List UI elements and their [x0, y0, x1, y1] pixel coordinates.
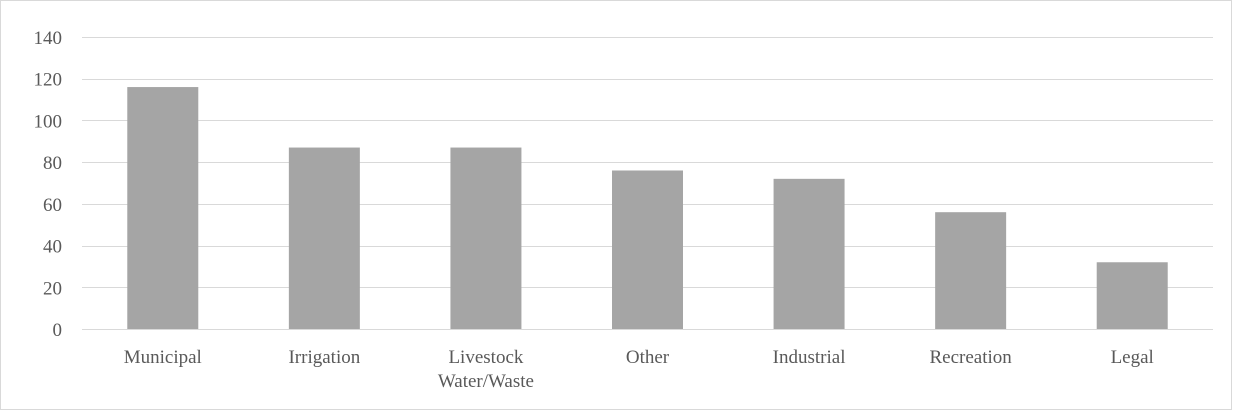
x-category-label: Recreation	[929, 347, 1012, 368]
bar-municipal	[127, 87, 199, 329]
bar-other	[612, 170, 683, 329]
y-tick-label: 20	[43, 278, 62, 299]
x-category-label: Other	[626, 347, 670, 368]
bar-livestock-water-waste	[450, 147, 522, 329]
y-tick-label: 80	[43, 153, 62, 174]
y-tick-label: 140	[34, 28, 63, 49]
bar-legal	[1096, 262, 1168, 329]
x-category-label: Municipal	[124, 347, 202, 368]
x-category-label: Legal	[1111, 347, 1154, 368]
y-tick-label: 40	[43, 237, 62, 258]
bar-irrigation	[288, 147, 360, 329]
x-category-label: Water/Waste	[438, 371, 534, 392]
y-tick-label: 100	[34, 111, 63, 132]
x-category-label: Industrial	[773, 347, 846, 368]
bar-industrial	[773, 178, 845, 329]
x-category-label: Irrigation	[288, 347, 360, 368]
y-tick-label: 120	[34, 70, 63, 91]
y-tick-label: 60	[43, 195, 62, 216]
bars	[127, 87, 1168, 329]
x-axis-category-labels: Municipal Irrigation Livestock Water/Waste O…	[124, 347, 1154, 392]
gridlines	[82, 37, 1213, 330]
bar-recreation	[935, 212, 1007, 329]
y-axis-tick-labels: 0 20 40 60 80 100 120 140	[34, 28, 63, 341]
y-tick-label: 0	[53, 320, 63, 341]
x-category-label: Livestock	[448, 347, 523, 368]
